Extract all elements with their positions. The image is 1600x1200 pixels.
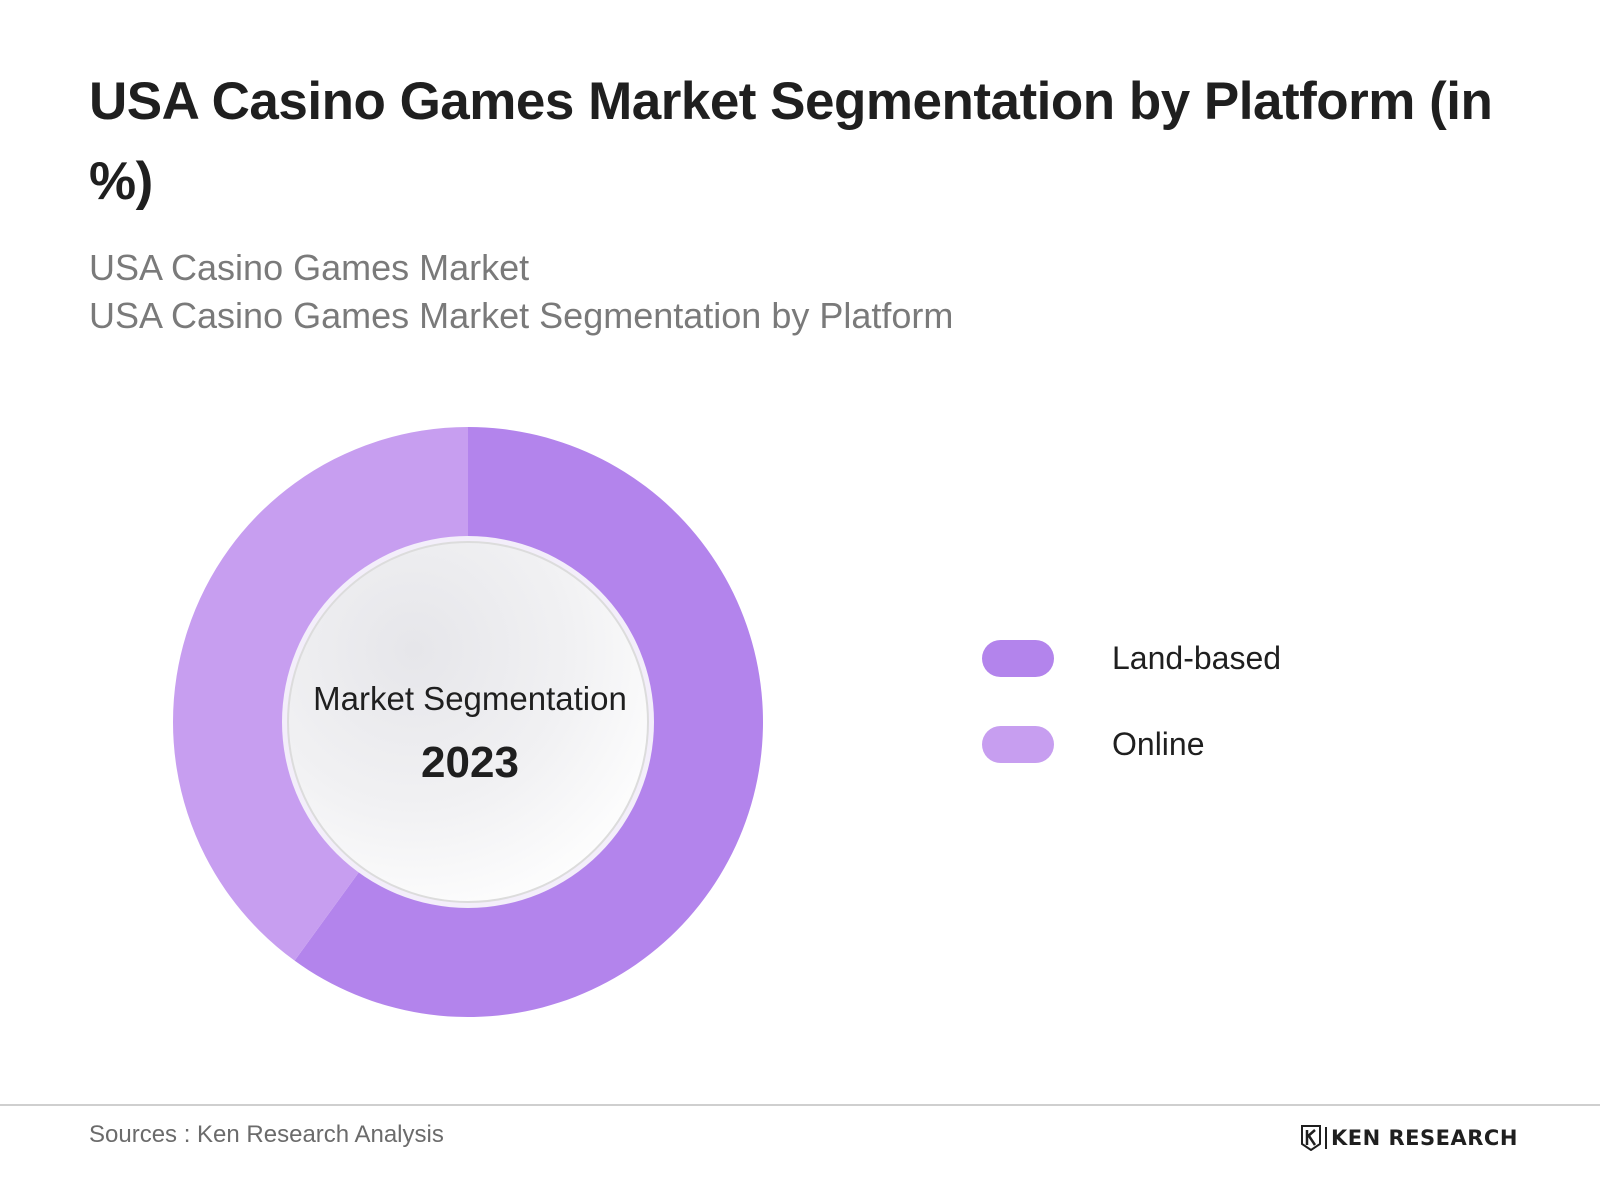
legend-label-online: Online [1112, 726, 1205, 762]
subtitle-line-segmentation: USA Casino Games Market Segmentation by … [89, 295, 954, 336]
legend-swatch-online [982, 726, 1054, 763]
center-year: 2023 [421, 738, 519, 787]
legend-swatch-land-based [982, 640, 1054, 677]
source-note: Sources : Ken Research Analysis [89, 1121, 444, 1148]
footer-divider [0, 1104, 1600, 1106]
ken-research-logo-icon [1301, 1125, 1321, 1151]
logo-text: KEN RESEARCH [1331, 1126, 1518, 1150]
subtitle-line-market: USA Casino Games Market [89, 247, 530, 288]
center-label: Market Segmentation [313, 680, 627, 717]
chart-subtitle: USA Casino Games Market USA Casino Games… [89, 244, 953, 340]
legend-label-land-based: Land-based [1112, 640, 1282, 676]
logo-separator [1325, 1127, 1327, 1149]
ken-research-logo: KEN RESEARCH [1300, 1125, 1518, 1151]
chart-title: USA Casino Games Market Segmentation by … [89, 72, 1493, 211]
donut-hole [287, 541, 649, 903]
